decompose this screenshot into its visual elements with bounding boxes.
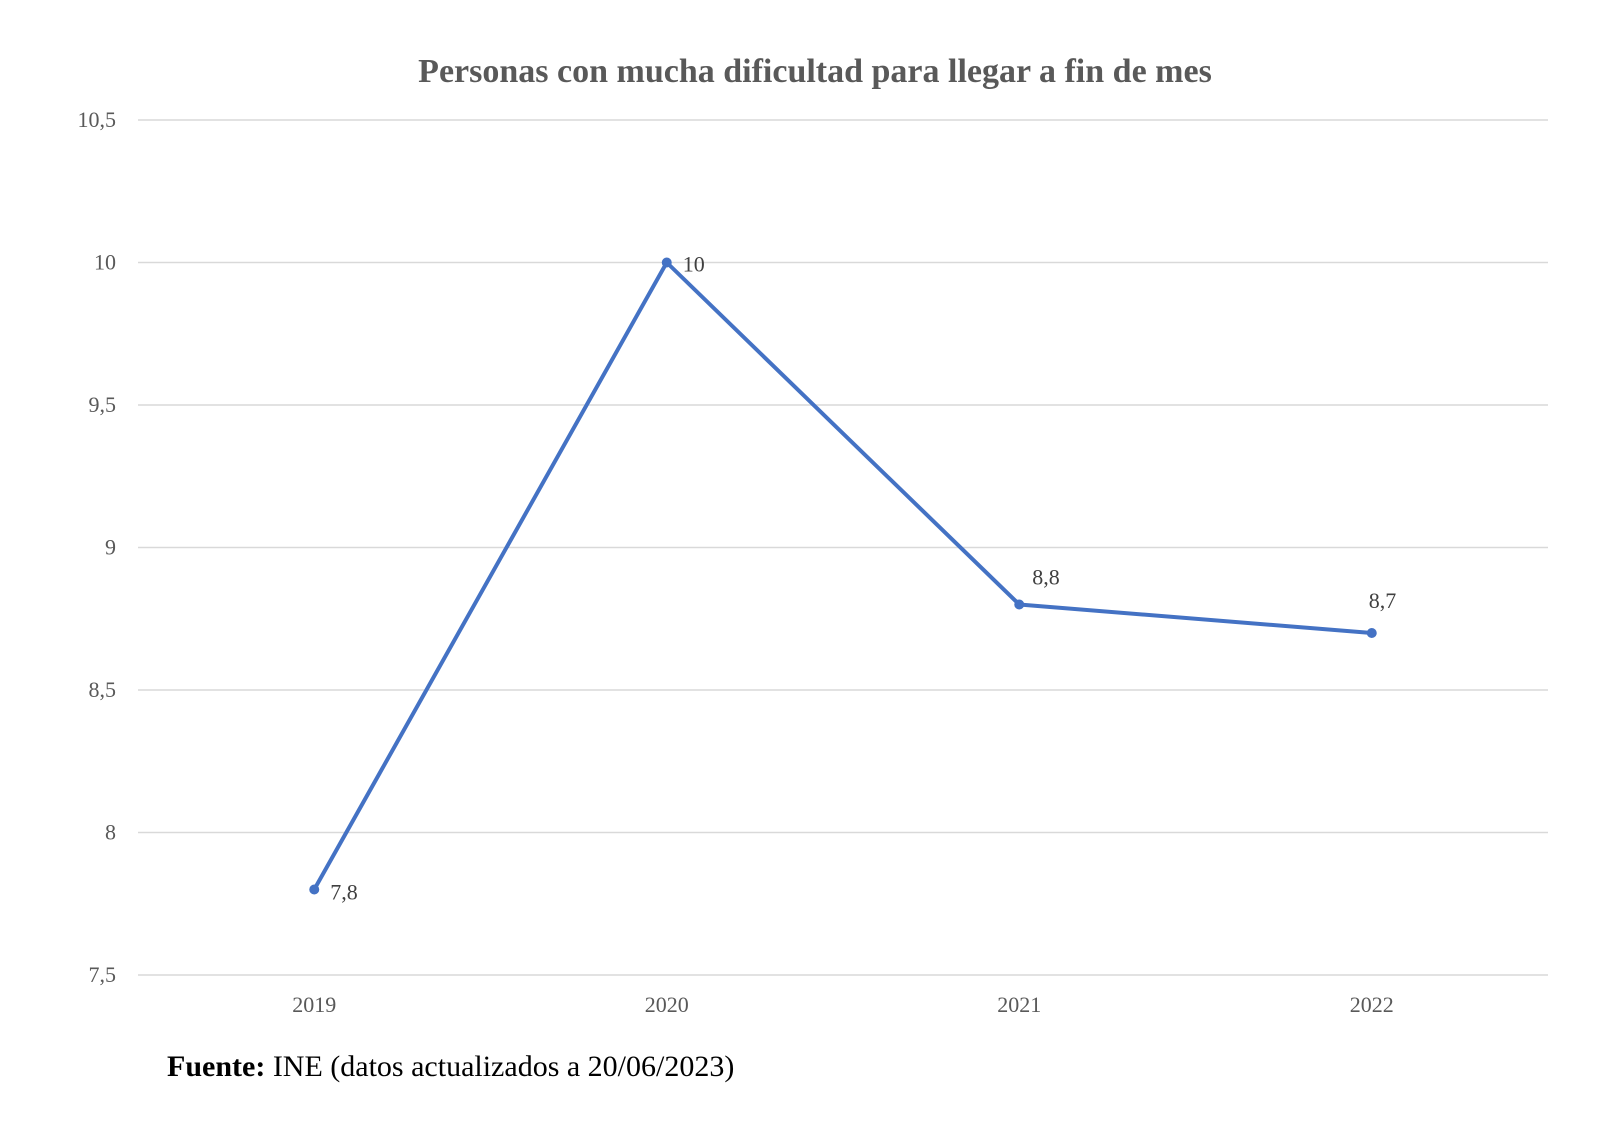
- y-tick-label: 8,5: [89, 677, 117, 702]
- source-note: Fuente: INE (datos actualizados a 20/06/…: [167, 1050, 734, 1084]
- data-label: 10: [683, 252, 705, 277]
- x-tick-label: 2022: [1350, 992, 1394, 1017]
- gridlines: [138, 119, 1548, 976]
- data-labels: 7,8 10 8,8 8,7: [330, 252, 1396, 905]
- y-tick-label: 9,5: [89, 392, 117, 417]
- y-tick-label: 7,5: [89, 962, 117, 987]
- data-label: 7,8: [330, 880, 358, 905]
- data-point: [1014, 599, 1025, 610]
- data-point: [1366, 628, 1377, 638]
- source-text: INE (datos actualizados a 20/06/2023): [272, 1050, 735, 1083]
- y-axis-tick-labels: 7,5 8 8,5 9 9,5 10 10,5: [78, 107, 117, 987]
- data-point: [661, 257, 672, 268]
- x-tick-label: 2020: [645, 992, 689, 1017]
- data-point: [309, 884, 320, 895]
- y-tick-label: 10: [94, 250, 116, 275]
- chart-title: Personas con mucha dificultad para llega…: [418, 53, 1212, 90]
- series-line: [312, 260, 1374, 892]
- source-label: Fuente:: [167, 1050, 266, 1083]
- y-tick-label: 9: [105, 535, 116, 560]
- data-label: 8,8: [1032, 565, 1060, 590]
- x-tick-label: 2021: [997, 992, 1041, 1017]
- y-tick-label: 10,5: [78, 107, 117, 132]
- y-tick-label: 8: [105, 820, 116, 845]
- series-layer: [309, 257, 1377, 895]
- x-axis-tick-labels: 2019 2020 2021 2022: [292, 992, 1394, 1017]
- x-tick-label: 2019: [292, 992, 336, 1017]
- data-label: 8,7: [1369, 588, 1397, 613]
